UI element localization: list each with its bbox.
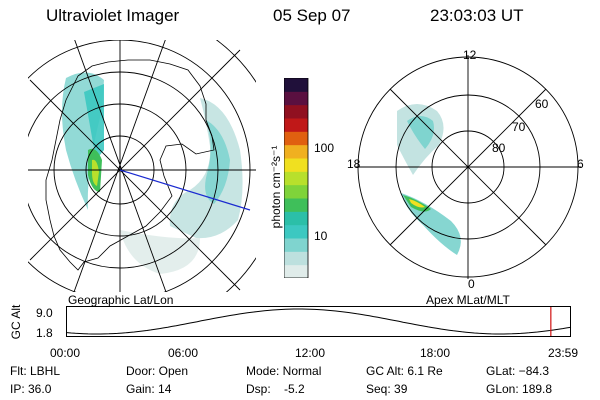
time-tick-1: 06:00 bbox=[168, 346, 199, 360]
colorbar-segment bbox=[284, 184, 308, 199]
time-tick-0: 00:00 bbox=[50, 346, 81, 360]
altitude-ylabel: GC Alt bbox=[9, 304, 23, 340]
left-panel-label: Geographic Lat/Lon bbox=[68, 293, 174, 307]
colorbar-segment bbox=[284, 238, 308, 252]
aurora-emission-right bbox=[407, 116, 434, 149]
colorbar-segment bbox=[284, 144, 308, 159]
colorbar-segment bbox=[284, 78, 308, 92]
colorbar-tick-10: 10 bbox=[314, 229, 328, 243]
look-direction-line bbox=[119, 169, 251, 211]
colorbar bbox=[284, 78, 309, 278]
filter-info: Flt: LBHL bbox=[10, 364, 61, 378]
instrument-title: Ultraviolet Imager bbox=[46, 6, 180, 25]
colorbar-segment bbox=[284, 224, 308, 239]
dsp-info: Dsp: -5.2 bbox=[246, 382, 305, 396]
altitude-tick-high: 9.0 bbox=[36, 306, 53, 320]
gc-alt-info: GC Alt: 6.1 Re bbox=[366, 364, 443, 378]
mlt-label-12: 12 bbox=[463, 48, 477, 62]
mode-info: Mode: Normal bbox=[246, 364, 322, 378]
altitude-curve bbox=[66, 308, 572, 335]
door-info: Door: Open bbox=[126, 364, 189, 378]
glat-info: GLat: −84.3 bbox=[486, 364, 550, 378]
mlat-label-80: 80 bbox=[492, 141, 506, 155]
time-label: 23:03:03 UT bbox=[430, 6, 524, 25]
colorbar-segment bbox=[284, 118, 308, 132]
mlat-label-70: 70 bbox=[512, 120, 526, 134]
glon-info: GLon: 189.8 bbox=[486, 382, 553, 396]
magnetic-polar-plot bbox=[355, 55, 581, 279]
aurora-emission-left bbox=[169, 98, 243, 239]
aurora-emission-left bbox=[92, 159, 99, 186]
colorbar-segment bbox=[284, 171, 308, 186]
colorbar-segment bbox=[284, 158, 308, 172]
altitude-plot bbox=[66, 306, 572, 337]
colorbar-segment bbox=[284, 251, 308, 266]
altitude-tick-low: 1.8 bbox=[36, 326, 53, 340]
gain-info: Gain: 14 bbox=[126, 382, 172, 396]
mlt-label-6: 6 bbox=[577, 157, 584, 171]
colorbar-segment bbox=[284, 91, 308, 106]
time-tick-4: 23:59 bbox=[548, 346, 579, 360]
colorbar-segment bbox=[284, 198, 308, 212]
aurora-emission-right bbox=[409, 199, 425, 208]
colorbar-unit-label: photon cm⁻²s⁻¹ bbox=[269, 145, 283, 229]
ip-info: IP: 36.0 bbox=[10, 382, 52, 396]
colorbar-segment bbox=[284, 131, 308, 146]
colorbar-segment bbox=[284, 104, 308, 119]
colorbar-segment bbox=[284, 211, 308, 226]
time-tick-3: 18:00 bbox=[420, 346, 451, 360]
colorbar-tick-100: 100 bbox=[314, 141, 335, 155]
date-label: 05 Sep 07 bbox=[273, 6, 351, 25]
aurora-emission-left bbox=[120, 230, 200, 274]
mlat-label-60: 60 bbox=[535, 97, 549, 111]
coastline bbox=[45, 59, 215, 271]
colorbar-segment bbox=[284, 264, 308, 278]
aurora-emission-left bbox=[84, 84, 104, 160]
geographic-map bbox=[28, 40, 256, 292]
mlt-label-0: 0 bbox=[468, 277, 475, 291]
seq-info: Seq: 39 bbox=[366, 382, 408, 396]
mlt-label-18: 18 bbox=[347, 157, 361, 171]
right-panel-label: Apex MLat/MLT bbox=[426, 293, 510, 307]
time-tick-2: 12:00 bbox=[295, 346, 326, 360]
